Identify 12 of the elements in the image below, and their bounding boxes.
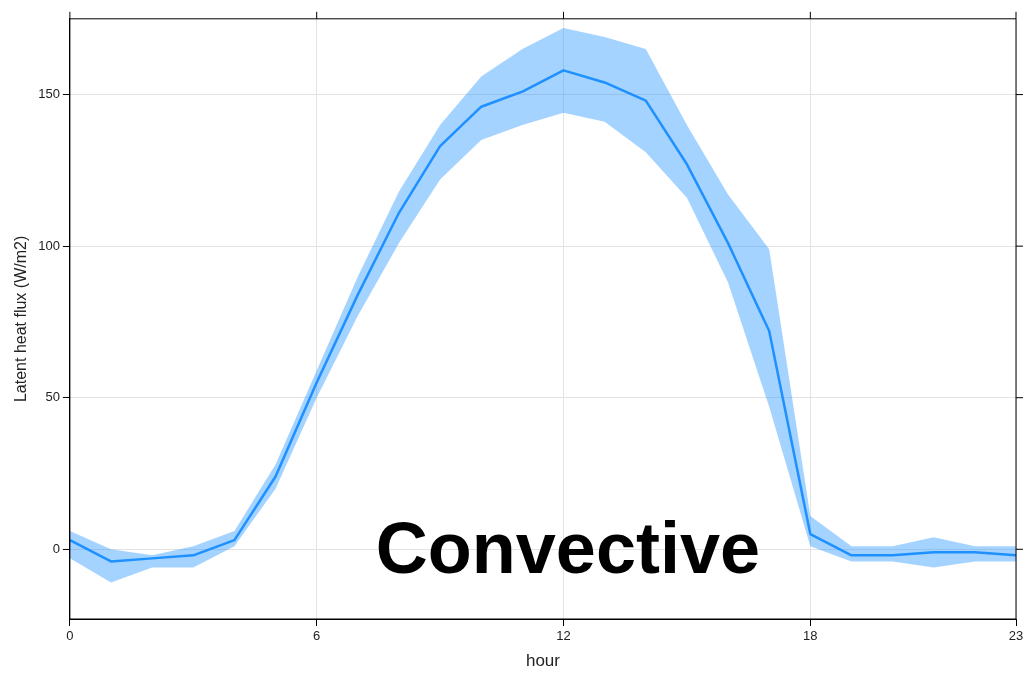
x-tick-label: 0 (66, 628, 74, 644)
x-tick-label: 23 (1008, 628, 1024, 644)
y-tick-label: 150 (38, 86, 60, 102)
x-tick-label: 12 (556, 628, 571, 644)
y-axis-title: Latent heat flux (W/m2) (12, 235, 30, 403)
x-tick-label: 18 (803, 628, 818, 644)
y-tick-label: 50 (45, 389, 60, 405)
y-tick-label: 100 (38, 237, 60, 253)
y-tick-label: 0 (52, 540, 60, 556)
annotation: Convective (375, 507, 761, 588)
x-tick-label: 6 (313, 628, 321, 644)
x-axis-title: hour (525, 651, 561, 671)
